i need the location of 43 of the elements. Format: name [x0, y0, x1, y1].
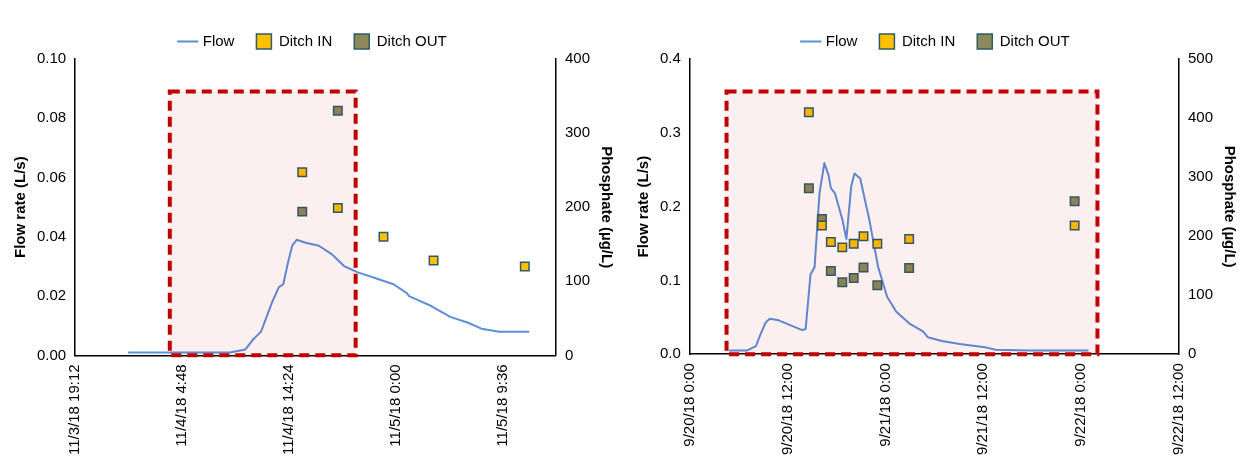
y2-tick-label: 400	[1187, 108, 1213, 126]
x-tick-label: 9/22/18 0:00	[1071, 363, 1089, 447]
y-tick-label: 0.4	[659, 49, 681, 67]
y-tick-label: 0.10	[36, 49, 67, 67]
y2-tick-label: 400	[564, 49, 590, 67]
y2-axis-title: Phosphate (µg/L)	[598, 146, 616, 269]
legend-label: Ditch OUT	[999, 31, 1070, 49]
y-tick-label: 0.1	[659, 270, 681, 288]
x-tick-label: 9/20/18 0:00	[679, 363, 697, 447]
legend-label: Flow	[202, 31, 235, 49]
legend-label: Ditch OUT	[376, 31, 447, 49]
x-tick-label: 11/3/18 19:12	[65, 364, 83, 455]
y-tick-label: 0.0	[659, 344, 681, 362]
y-tick-label: 0.04	[36, 226, 67, 244]
y2-tick-label: 0	[564, 345, 574, 363]
x-tick-label: 9/20/18 12:00	[777, 363, 795, 456]
y-tick-label: 0.3	[659, 122, 681, 140]
x-tick-label: 9/22/18 12:00	[1169, 363, 1187, 456]
y2-tick-label: 100	[564, 271, 590, 289]
y-axis-title: Flow rate (L/s)	[11, 156, 29, 259]
x-tick-label: 11/4/18 14:24	[279, 364, 297, 455]
x-tick-label: 11/4/18 4:48	[172, 364, 190, 447]
y-tick-label: 0.06	[36, 167, 67, 185]
x-tick-label: 9/21/18 0:00	[875, 363, 893, 447]
y-tick-label: 0.00	[36, 345, 67, 363]
x-tick-label: 9/21/18 12:00	[973, 363, 991, 456]
y2-tick-label: 100	[1187, 285, 1213, 303]
y2-axis-title: Phosphate (µg/L)	[1221, 145, 1239, 268]
y2-tick-label: 0	[1187, 344, 1197, 362]
x-tick-label: 11/5/18 9:36	[492, 364, 510, 447]
y2-tick-label: 500	[1187, 49, 1213, 67]
y-tick-label: 0.02	[36, 286, 67, 304]
legend-label: Ditch IN	[278, 31, 333, 49]
y2-tick-label: 300	[564, 123, 590, 141]
y-tick-label: 0.08	[36, 108, 67, 126]
legend-label: Flow	[825, 31, 858, 49]
y2-tick-label: 200	[1187, 226, 1213, 244]
y-axis-title: Flow rate (L/s)	[634, 155, 652, 258]
y2-tick-label: 200	[564, 197, 590, 215]
x-tick-label: 11/5/18 0:00	[385, 364, 403, 447]
y-tick-label: 0.2	[659, 196, 681, 214]
legend-label: Ditch IN	[901, 31, 956, 49]
y2-tick-label: 300	[1187, 167, 1213, 185]
